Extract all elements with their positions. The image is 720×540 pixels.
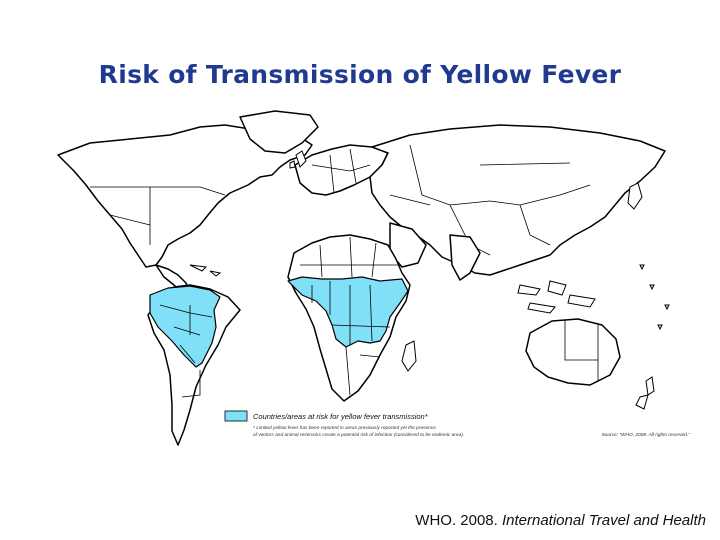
risk-area-south-america (149, 285, 221, 368)
legend-swatch (224, 410, 248, 422)
map-legend: Countries/areas at risk for yellow fever… (224, 410, 690, 438)
slide-title: Risk of Transmission of Yellow Fever (98, 60, 622, 89)
australia (525, 318, 621, 386)
citation-work: International Travel and Health (501, 512, 706, 529)
north-america (57, 124, 313, 268)
madagascar (401, 340, 417, 372)
citation: WHO. 2008. International Travel and Heal… (415, 512, 706, 529)
japan (627, 182, 643, 210)
legend-source: Source: "WHO, 2008. All rights reserved.… (601, 432, 690, 438)
legend-footnote-1: * Limited yellow fever has been reported… (253, 425, 436, 431)
india (449, 234, 481, 281)
asia (369, 124, 666, 276)
citation-prefix: WHO. 2008. (415, 512, 502, 529)
world-map: Countries/areas at risk for yellow fever… (50, 105, 695, 465)
legend-label: Countries/areas at risk for yellow fever… (253, 412, 429, 421)
greenland (239, 110, 319, 154)
risk-area-africa (287, 276, 409, 348)
legend-footnote-2: of vectors and animal reservoirs create … (253, 432, 464, 438)
